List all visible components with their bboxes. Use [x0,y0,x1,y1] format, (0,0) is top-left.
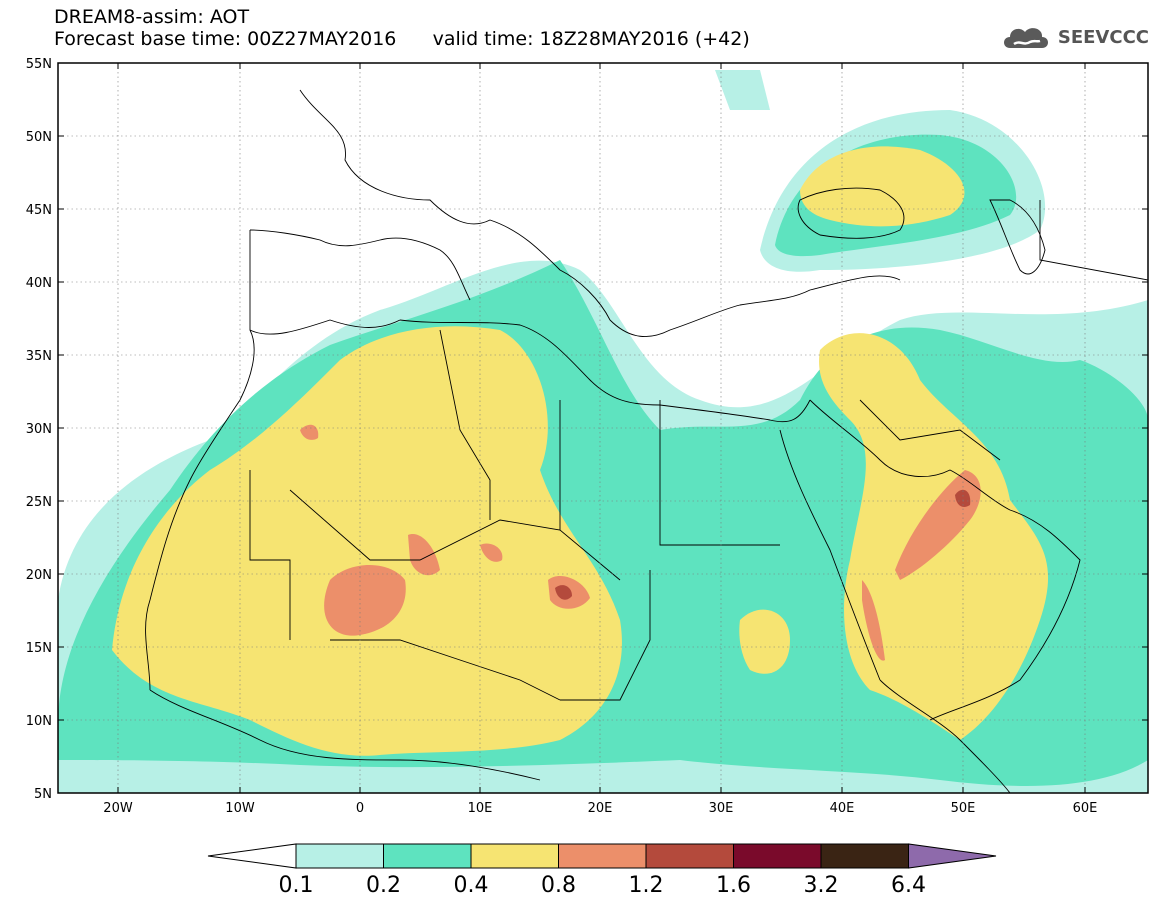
lon-label: 10E [468,801,493,816]
colorbar-underflow [207,843,297,869]
lat-label: 25N [26,495,52,510]
coastlines [145,89,1148,793]
lat-label: 20N [26,568,52,583]
tick-marks [58,62,1148,794]
valid-time: valid time: 18Z28MAY2016 (+42) [432,28,750,50]
lat-label: 40N [26,276,52,291]
logo-text: SEEVCCC [1057,26,1149,48]
colorbar-swatch [383,843,472,869]
seevccc-logo: SEEVCCC [1000,22,1149,52]
lat-label: 45N [26,203,52,218]
colorbar-swatch [558,843,647,869]
graticule [58,63,1148,793]
colorbar-swatch [645,843,734,869]
colorbar-swatch [820,843,909,869]
colorbar: 0.1 0.2 0.4 0.8 1.2 1.6 3.2 6.4 [207,843,997,898]
colorbar-label: 0.1 [279,873,314,898]
cloud-icon [1003,28,1048,48]
lon-label: 60E [1073,801,1098,816]
product-title: DREAM8-assim: AOT [54,6,250,28]
lon-label: 50E [951,801,976,816]
colorbar-label: 0.8 [541,873,576,898]
colorbar-overflow [908,843,997,869]
lon-label: 0 [356,801,364,816]
lon-labels: 20W 10W 0 10E 20E 30E 40E 50E 60E [103,801,1097,816]
colorbar-swatch [295,843,384,869]
base-time: Forecast base time: 00Z27MAY2016 [54,28,397,50]
colorbar-label: 3.2 [804,873,839,898]
lon-label: 40E [830,801,855,816]
lon-label: 30E [709,801,734,816]
lon-label: 20E [588,801,613,816]
lat-label: 10N [26,714,52,729]
lat-label: 5N [34,787,52,802]
colorbar-swatch [733,843,822,869]
lat-label: 30N [26,422,52,437]
lat-label: 15N [26,641,52,656]
colorbar-label: 1.2 [629,873,664,898]
lat-label: 35N [26,349,52,364]
map-header: DREAM8-assim: AOT Forecast base time: 00… [54,6,750,50]
lat-labels: 55N 50N 45N 40N 35N 30N 25N 20N 15N 10N … [26,57,52,802]
colorbar-label: 6.4 [891,873,926,898]
colorbar-label: 0.2 [366,873,401,898]
time-info: Forecast base time: 00Z27MAY2016 valid t… [54,28,750,50]
aot-fields [58,63,1148,793]
colorbar-swatch [470,843,559,869]
aot-band-12-16 [555,489,971,600]
lat-label: 50N [26,130,52,145]
lon-label: 10W [225,801,255,816]
colorbar-label: 0.4 [454,873,489,898]
lon-label: 20W [103,801,133,816]
lat-label: 55N [26,57,52,72]
colorbar-label: 1.6 [716,873,751,898]
